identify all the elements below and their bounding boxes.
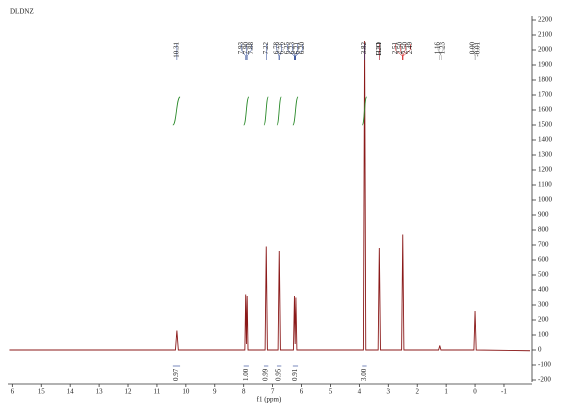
y-tick-label: 100 bbox=[538, 331, 549, 339]
y-tick-label: 200 bbox=[538, 316, 549, 324]
integral-label: 1.00 bbox=[242, 368, 250, 381]
peak-label: 1.23 bbox=[439, 42, 447, 55]
integral-curve bbox=[243, 96, 250, 126]
peak-connector bbox=[292, 44, 296, 60]
x-tick-label: 3 bbox=[387, 388, 391, 396]
integral-curve bbox=[276, 96, 282, 126]
peak-connector bbox=[279, 44, 283, 60]
y-tick-label: 1700 bbox=[538, 91, 553, 99]
peak-connector bbox=[287, 44, 295, 60]
chart-title: DLDNZ bbox=[10, 8, 34, 16]
peak-label: 6.21 bbox=[293, 42, 301, 55]
y-tick-label: 2200 bbox=[538, 16, 553, 24]
y-tick-label: 400 bbox=[538, 286, 549, 294]
y-tick-label: 1500 bbox=[538, 121, 553, 129]
x-tick-label: 0 bbox=[473, 388, 477, 396]
peak-connector bbox=[295, 44, 298, 60]
x-tick-label: 10 bbox=[182, 388, 190, 396]
y-tick-label: 0 bbox=[538, 346, 542, 354]
peak-label: 6.20 bbox=[298, 42, 306, 55]
x-tick-label: 4 bbox=[358, 388, 362, 396]
x-tick-label: 6 bbox=[11, 388, 15, 396]
x-tick-label: 2 bbox=[415, 388, 419, 396]
y-tick-label: 500 bbox=[538, 271, 549, 279]
peak-label: 7.22 bbox=[262, 42, 270, 55]
x-tick-label: 9 bbox=[213, 388, 217, 396]
peak-connector bbox=[295, 44, 303, 60]
peak-label: 7.93 bbox=[237, 42, 245, 55]
x-tick-label: 13 bbox=[96, 388, 104, 396]
y-tick-label: -100 bbox=[538, 361, 551, 369]
peak-connector bbox=[246, 44, 252, 60]
x-tick-label: 14 bbox=[67, 388, 75, 396]
y-tick-label: 700 bbox=[538, 241, 549, 249]
peak-label: 2.50 bbox=[396, 42, 404, 55]
integral-curve bbox=[292, 96, 299, 126]
peak-label: 7.90 bbox=[242, 42, 250, 55]
peak-connector bbox=[437, 44, 442, 60]
spectrum-line bbox=[9, 40, 531, 352]
y-tick-label: 1300 bbox=[538, 151, 553, 159]
x-tick-label: 8 bbox=[242, 388, 246, 396]
peak-connector bbox=[395, 44, 403, 60]
y-tick-label: 1400 bbox=[538, 136, 553, 144]
y-tick-label: 2000 bbox=[538, 46, 553, 54]
peak-label: 0.00 bbox=[468, 42, 476, 55]
y-tick-label: 1900 bbox=[538, 61, 553, 69]
x-tick-label: 5 bbox=[329, 388, 333, 396]
y-tick-label: 900 bbox=[538, 211, 549, 219]
peak-connector bbox=[241, 44, 246, 60]
y-tick-label: 1800 bbox=[538, 76, 553, 84]
x-tick-label: 12 bbox=[125, 388, 133, 396]
x-tick-label: 7 bbox=[271, 388, 275, 396]
peak-label: 6.78 bbox=[272, 42, 280, 55]
peak-label: -0.01 bbox=[473, 42, 481, 57]
integral-label: 0.99 bbox=[262, 368, 270, 381]
y-tick-label: -200 bbox=[538, 376, 551, 384]
peak-label: H2O bbox=[375, 42, 383, 56]
y-tick-label: 1100 bbox=[538, 181, 552, 189]
y-tick-label: 1200 bbox=[538, 166, 553, 174]
integral-label: 0.91 bbox=[291, 368, 299, 381]
peak-label: 2.51 bbox=[391, 42, 399, 55]
y-tick-label: 1000 bbox=[538, 196, 553, 204]
peak-connector bbox=[472, 44, 476, 60]
y-tick-label: 1600 bbox=[538, 106, 553, 114]
peak-connector bbox=[276, 44, 280, 60]
integral-curve bbox=[172, 96, 181, 126]
peak-label: 7.88 bbox=[247, 42, 255, 55]
peak-label: 2.50 bbox=[401, 42, 409, 55]
integral-curve bbox=[263, 96, 269, 126]
peak-label: 1.16 bbox=[434, 42, 442, 55]
peak-label: 6.76 bbox=[277, 42, 285, 55]
peak-label: 6.25 bbox=[283, 42, 291, 55]
x-tick-label: 11 bbox=[154, 388, 161, 396]
x-tick-label: 15 bbox=[38, 388, 46, 396]
y-tick-label: 800 bbox=[538, 226, 549, 234]
peak-connector bbox=[439, 44, 444, 60]
peak-label: 3.82 bbox=[360, 42, 368, 55]
peak-label: 3.31 bbox=[375, 42, 383, 55]
y-tick-label: 600 bbox=[538, 256, 549, 264]
x-tick-label: 6 bbox=[300, 388, 304, 396]
x-axis-label: f1 (ppm) bbox=[257, 396, 282, 404]
peak-label: 10.31 bbox=[173, 42, 181, 58]
peak-connector bbox=[402, 44, 406, 60]
y-tick-label: 2100 bbox=[538, 31, 553, 39]
x-tick-label: -1 bbox=[501, 388, 507, 396]
integral-label: 0.97 bbox=[172, 368, 180, 381]
peak-label: 6.23 bbox=[288, 42, 296, 55]
peak-connector bbox=[402, 44, 411, 60]
peak-label: 2.49 bbox=[406, 42, 414, 55]
y-tick-label: 300 bbox=[538, 301, 549, 309]
integral-curve bbox=[361, 96, 368, 126]
integral-label: 0.95 bbox=[275, 368, 283, 381]
x-tick-label: 1 bbox=[444, 388, 448, 396]
integral-label: 3.00 bbox=[360, 368, 368, 381]
peak-connector bbox=[475, 44, 478, 60]
